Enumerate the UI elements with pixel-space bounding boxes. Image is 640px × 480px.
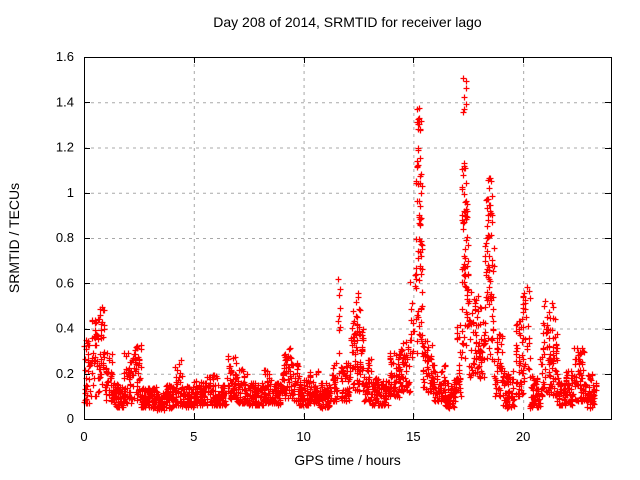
x-tick-label: 10 [296, 429, 310, 444]
y-tick-label: 0.4 [56, 321, 74, 336]
x-tick-label: 5 [190, 429, 197, 444]
scatter-points [81, 75, 600, 414]
y-tick-label: 1.4 [56, 94, 74, 109]
y-tick-label: 0.8 [56, 230, 74, 245]
y-tick-label: 0 [67, 411, 74, 426]
y-tick-label: 0.6 [56, 275, 74, 290]
y-tick-label: 0.2 [56, 366, 74, 381]
x-axis-label: GPS time / hours [294, 452, 401, 468]
x-tick-label: 20 [516, 429, 530, 444]
y-tick-label: 1 [67, 185, 74, 200]
x-tick-label: 15 [406, 429, 420, 444]
tick-marks [84, 57, 611, 420]
y-tick-label: 1.6 [56, 49, 74, 64]
y-tick-label: 1.2 [56, 140, 74, 155]
chart-title: Day 208 of 2014, SRMTID for receiver lag… [213, 14, 482, 30]
x-tick-label: 0 [80, 429, 87, 444]
tick-labels: 0 0.2 0.4 0.6 0.8 1 1.2 1.4 1.6 0 5 10 15 20 [56, 49, 530, 444]
